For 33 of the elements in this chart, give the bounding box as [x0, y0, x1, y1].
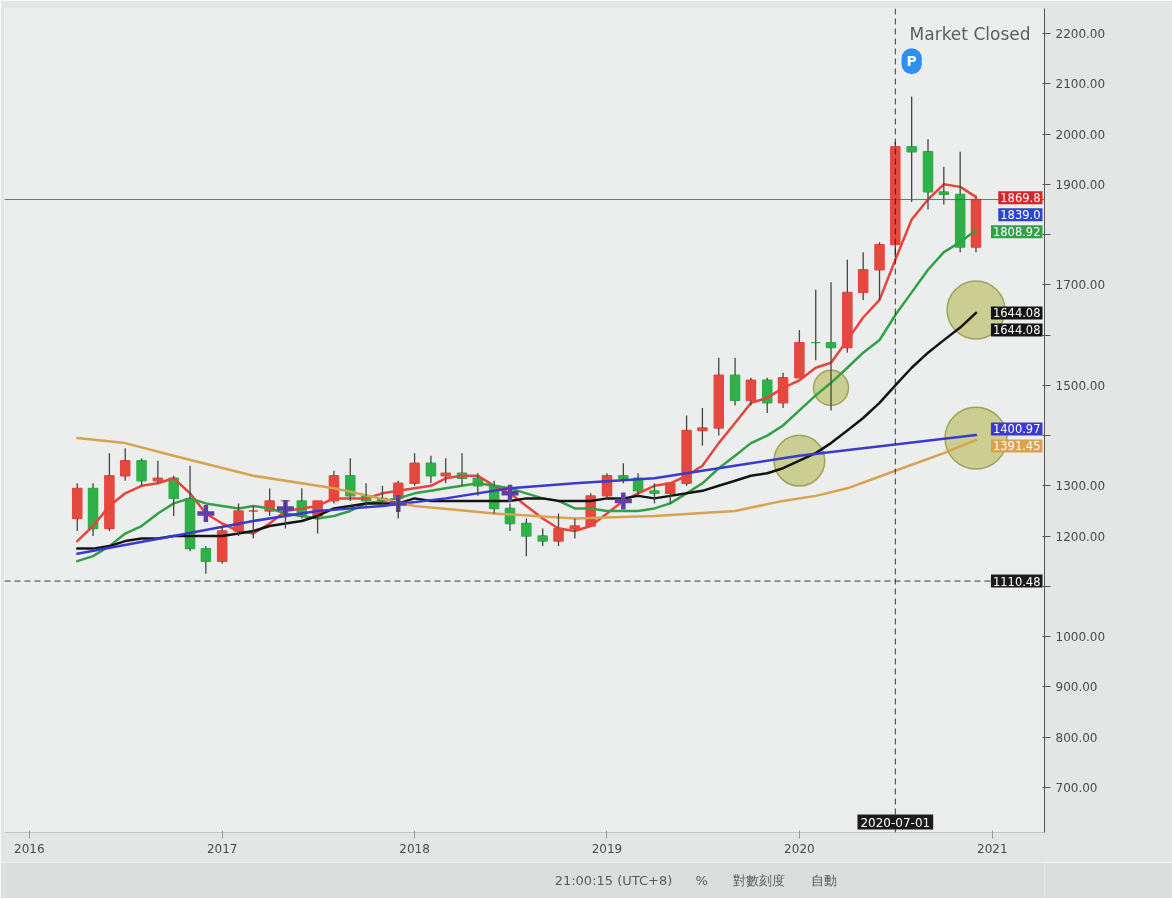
y-tick-label: 1900.00	[1055, 177, 1106, 192]
text: 對數刻度	[732, 873, 785, 888]
annotation: 1839.0	[1000, 208, 1041, 223]
x-tick-label: 2016	[14, 841, 45, 856]
annotation: Market Closed	[909, 23, 1031, 44]
x-tick-label: 2017	[206, 841, 238, 856]
y-tick-label: 2000.00	[1055, 127, 1106, 142]
y-tick-label: 1700.00	[1055, 278, 1106, 293]
ref-line-label: 1869.8	[1000, 191, 1041, 206]
y-tick-label: 2200.00	[1055, 27, 1106, 42]
y-tick-label: 900.00	[1055, 680, 1098, 695]
data-label: 1400.97	[992, 422, 1041, 437]
text: %	[695, 873, 708, 888]
y-tick-label: 1300.00	[1055, 479, 1106, 494]
y-tick-label: 800.00	[1055, 730, 1098, 745]
x-tick-label: 2021	[977, 841, 1008, 856]
ref-line-label: 2020-07-01	[860, 815, 931, 830]
annotation: 1644.08	[992, 323, 1041, 338]
y-tick-label: 1000.00	[1055, 630, 1106, 645]
y-tick-label: 1200.00	[1055, 529, 1106, 544]
text: 自動	[810, 873, 837, 888]
text: 21:00:15 (UTC+8)	[554, 873, 673, 888]
y-tick-label: 700.00	[1055, 780, 1098, 795]
data-label: 1644.08	[992, 306, 1041, 321]
x-tick-label: 2020	[784, 841, 815, 856]
y-tick-label: 2100.00	[1055, 77, 1106, 92]
data-label: 1808.92	[992, 225, 1041, 240]
annotation: P	[906, 53, 917, 70]
x-tick-label: 2018	[399, 841, 430, 856]
ref-line-label: 1110.48	[992, 574, 1041, 589]
data-label: 1391.45	[992, 439, 1041, 454]
y-tick-label: 1500.00	[1055, 378, 1106, 393]
x-tick-label: 2019	[591, 841, 623, 856]
